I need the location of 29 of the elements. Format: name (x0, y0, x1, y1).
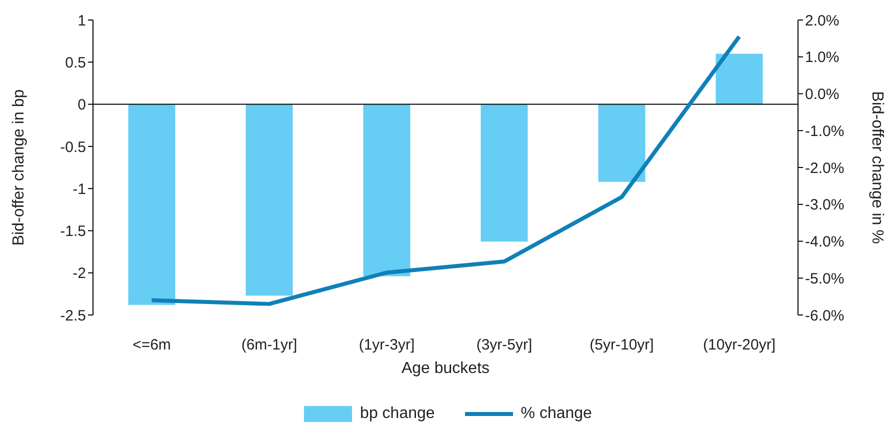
y-tick-label: -1.5 (60, 223, 86, 240)
y2-tick-label: -4.0% (805, 234, 844, 251)
y2-tick-label: 2.0% (805, 12, 840, 30)
y-tick-label: -2.5 (60, 307, 86, 324)
y-axis-title: Bid-offer change in bp (10, 89, 28, 246)
x-tick-label: (1yr-3yr] (358, 336, 415, 354)
y2-tick-label: 1.0% (805, 49, 840, 66)
y2-tick-label: -1.0% (805, 122, 844, 140)
y2-tick-label: -6.0% (805, 307, 844, 324)
y-tick-label: 0.5 (65, 54, 86, 72)
x-axis-title: Age buckets (401, 360, 490, 377)
x-tick-label: (6m-1yr] (241, 336, 298, 354)
y2-tick-label: -5.0% (805, 270, 844, 288)
y-tick-label: 0 (78, 96, 86, 114)
y-tick-label: -1 (72, 180, 86, 198)
y2-axis-title: Bid-offer change in % (868, 91, 886, 244)
x-tick-label: (3yr-5yr] (476, 336, 532, 354)
x-tick-label: (5yr-10yr] (590, 336, 654, 354)
line-series (150, 34, 742, 306)
y2-tick-label: 0.0% (805, 86, 840, 104)
y-tick-label: -0.5 (60, 138, 86, 156)
legend-label: bp change (359, 405, 435, 423)
x-tick-label: <=6m (132, 336, 171, 354)
legend-label: % change (520, 405, 592, 423)
y-tick-label: -2 (72, 265, 86, 282)
y-tick-label: 1 (78, 12, 86, 30)
x-tick-label: (10yr-20yr] (702, 336, 776, 354)
y2-tick-label: -3.0% (805, 196, 844, 214)
y2-tick-label: -2.0% (805, 160, 844, 177)
